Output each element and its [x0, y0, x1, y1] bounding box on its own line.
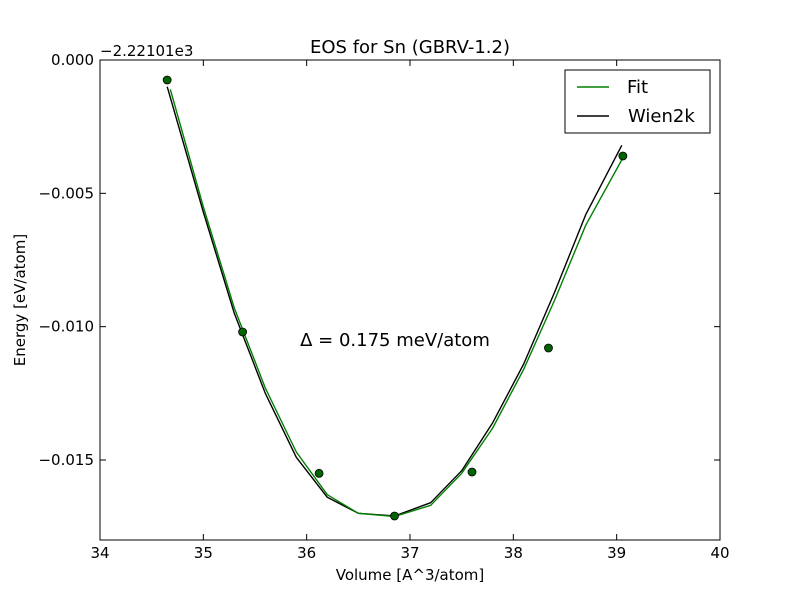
y-tick-label: −0.005 [38, 184, 94, 202]
y-tick-label: 0.000 [51, 51, 94, 69]
y-axis-label: Energy [eV/atom] [11, 234, 29, 366]
legend: Fit Wien2k [564, 69, 711, 134]
data-point [390, 511, 399, 521]
chart-title: EOS for Sn (GBRV-1.2) [310, 37, 510, 58]
x-tick-label: 37 [400, 544, 419, 562]
y-offset-label: −2.22101e3 [100, 42, 193, 60]
data-point [162, 75, 172, 85]
x-tick-label: 38 [504, 544, 523, 562]
plot-area: 34 35 36 37 38 39 40 0.000 −0.005 −0.010 −0.015 [38, 51, 729, 562]
x-tick-label: 35 [194, 544, 213, 562]
delta-annotation: Δ = 0.175 meV/atom [300, 330, 490, 351]
data-point [467, 467, 477, 477]
y-tick-label: −0.015 [38, 451, 94, 469]
data-point [544, 343, 553, 353]
data-point [314, 468, 324, 478]
data-point [238, 327, 248, 337]
plot-frame [99, 59, 721, 541]
legend-label-wien2k: Wien2k [628, 106, 695, 127]
x-axis-label: Volume [A^3/atom] [336, 566, 485, 584]
legend-box [564, 69, 711, 134]
x-tick-label: 34 [90, 544, 109, 562]
y-tick-label: −0.010 [38, 318, 94, 336]
x-tick-label: 36 [297, 544, 316, 562]
x-tick-label: 40 [710, 544, 729, 562]
x-tick-label: 39 [607, 544, 626, 562]
legend-label-fit: Fit [627, 77, 648, 98]
data-point [618, 151, 628, 161]
